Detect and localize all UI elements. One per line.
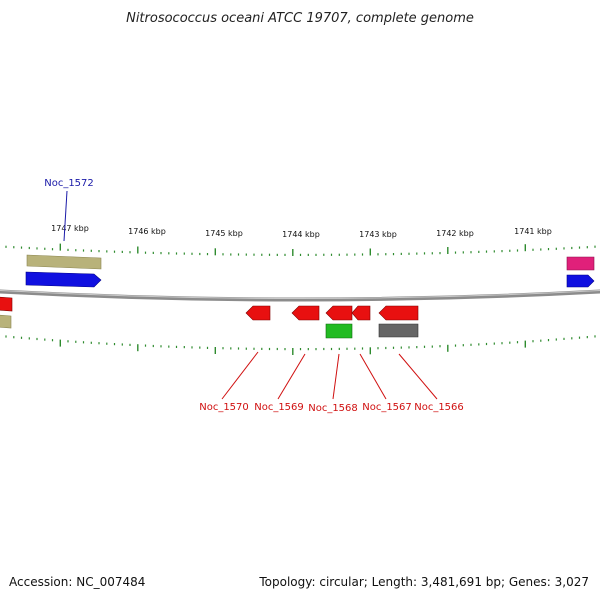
- label-leader-noc-1570: [221, 351, 259, 400]
- cds-arrow-right-edge[interactable]: [566, 274, 595, 288]
- gene-label-noc-1567[interactable]: Noc_1567: [362, 402, 412, 413]
- scale-labels: 1747 kbp 1746 kbp 1745 kbp 1744 kbp 1743…: [51, 224, 552, 239]
- genome-backbone-highlight: [0, 290, 600, 299]
- scale-label: 1746 kbp: [128, 227, 166, 236]
- accession-text: Accession: NC_007484: [9, 575, 145, 589]
- gene-label-noc-1570[interactable]: Noc_1570: [199, 402, 249, 413]
- scale-ticks-top: [5, 243, 596, 256]
- scale-label: 1741 kbp: [514, 227, 552, 236]
- label-leader-noc-1566: [398, 353, 438, 400]
- scale-label: 1745 kbp: [205, 229, 243, 238]
- gene-label-noc-1572[interactable]: Noc_1572: [44, 178, 94, 189]
- cds-arrow-noc-1567[interactable]: [351, 305, 371, 321]
- trna-feature[interactable]: [566, 256, 595, 271]
- gene-label-noc-1569[interactable]: Noc_1569: [254, 402, 304, 413]
- cds-arrow-noc-1570[interactable]: [245, 305, 271, 321]
- gene-label-noc-1568[interactable]: Noc_1568: [308, 403, 358, 414]
- label-leader-noc-1569: [277, 353, 306, 400]
- scale-label: 1744 kbp: [282, 230, 320, 239]
- scale-label: 1742 kbp: [436, 229, 474, 238]
- scale-label: 1747 kbp: [51, 224, 89, 233]
- misc-feature[interactable]: [378, 323, 419, 338]
- cds-arrow-noc-1572[interactable]: [25, 271, 102, 288]
- forward-features: [25, 254, 595, 288]
- cds-arrow-left-edge[interactable]: [0, 296, 13, 312]
- gene-label-noc-1566[interactable]: Noc_1566: [414, 402, 464, 413]
- cds-arrow-noc-1568[interactable]: [325, 305, 353, 321]
- reverse-features: [0, 296, 419, 339]
- label-leader-noc-1568: [332, 353, 340, 400]
- cds-arrow-noc-1569[interactable]: [291, 305, 320, 321]
- cds-arrow-noc-1566[interactable]: [378, 305, 419, 321]
- map-title: Nitrosococcus oceani ATCC 19707, complet…: [126, 11, 474, 26]
- rrna-feature[interactable]: [325, 323, 353, 339]
- scale-ticks-bottom: [5, 335, 596, 355]
- scale-label: 1743 kbp: [359, 230, 397, 239]
- genome-summary-text: Topology: circular; Length: 3,481,691 bp…: [258, 575, 589, 589]
- top-gene-labels: Noc_1572: [44, 178, 94, 242]
- bottom-gene-labels: Noc_1570 Noc_1569 Noc_1568 Noc_1567 Noc_…: [199, 351, 464, 414]
- label-leader-noc-1572: [63, 190, 68, 242]
- gene-feature-noc-1572[interactable]: [26, 254, 102, 270]
- genome-backbone: [0, 289, 600, 302]
- label-leader-noc-1567: [359, 353, 387, 400]
- gene-feature-left-edge[interactable]: [0, 314, 12, 329]
